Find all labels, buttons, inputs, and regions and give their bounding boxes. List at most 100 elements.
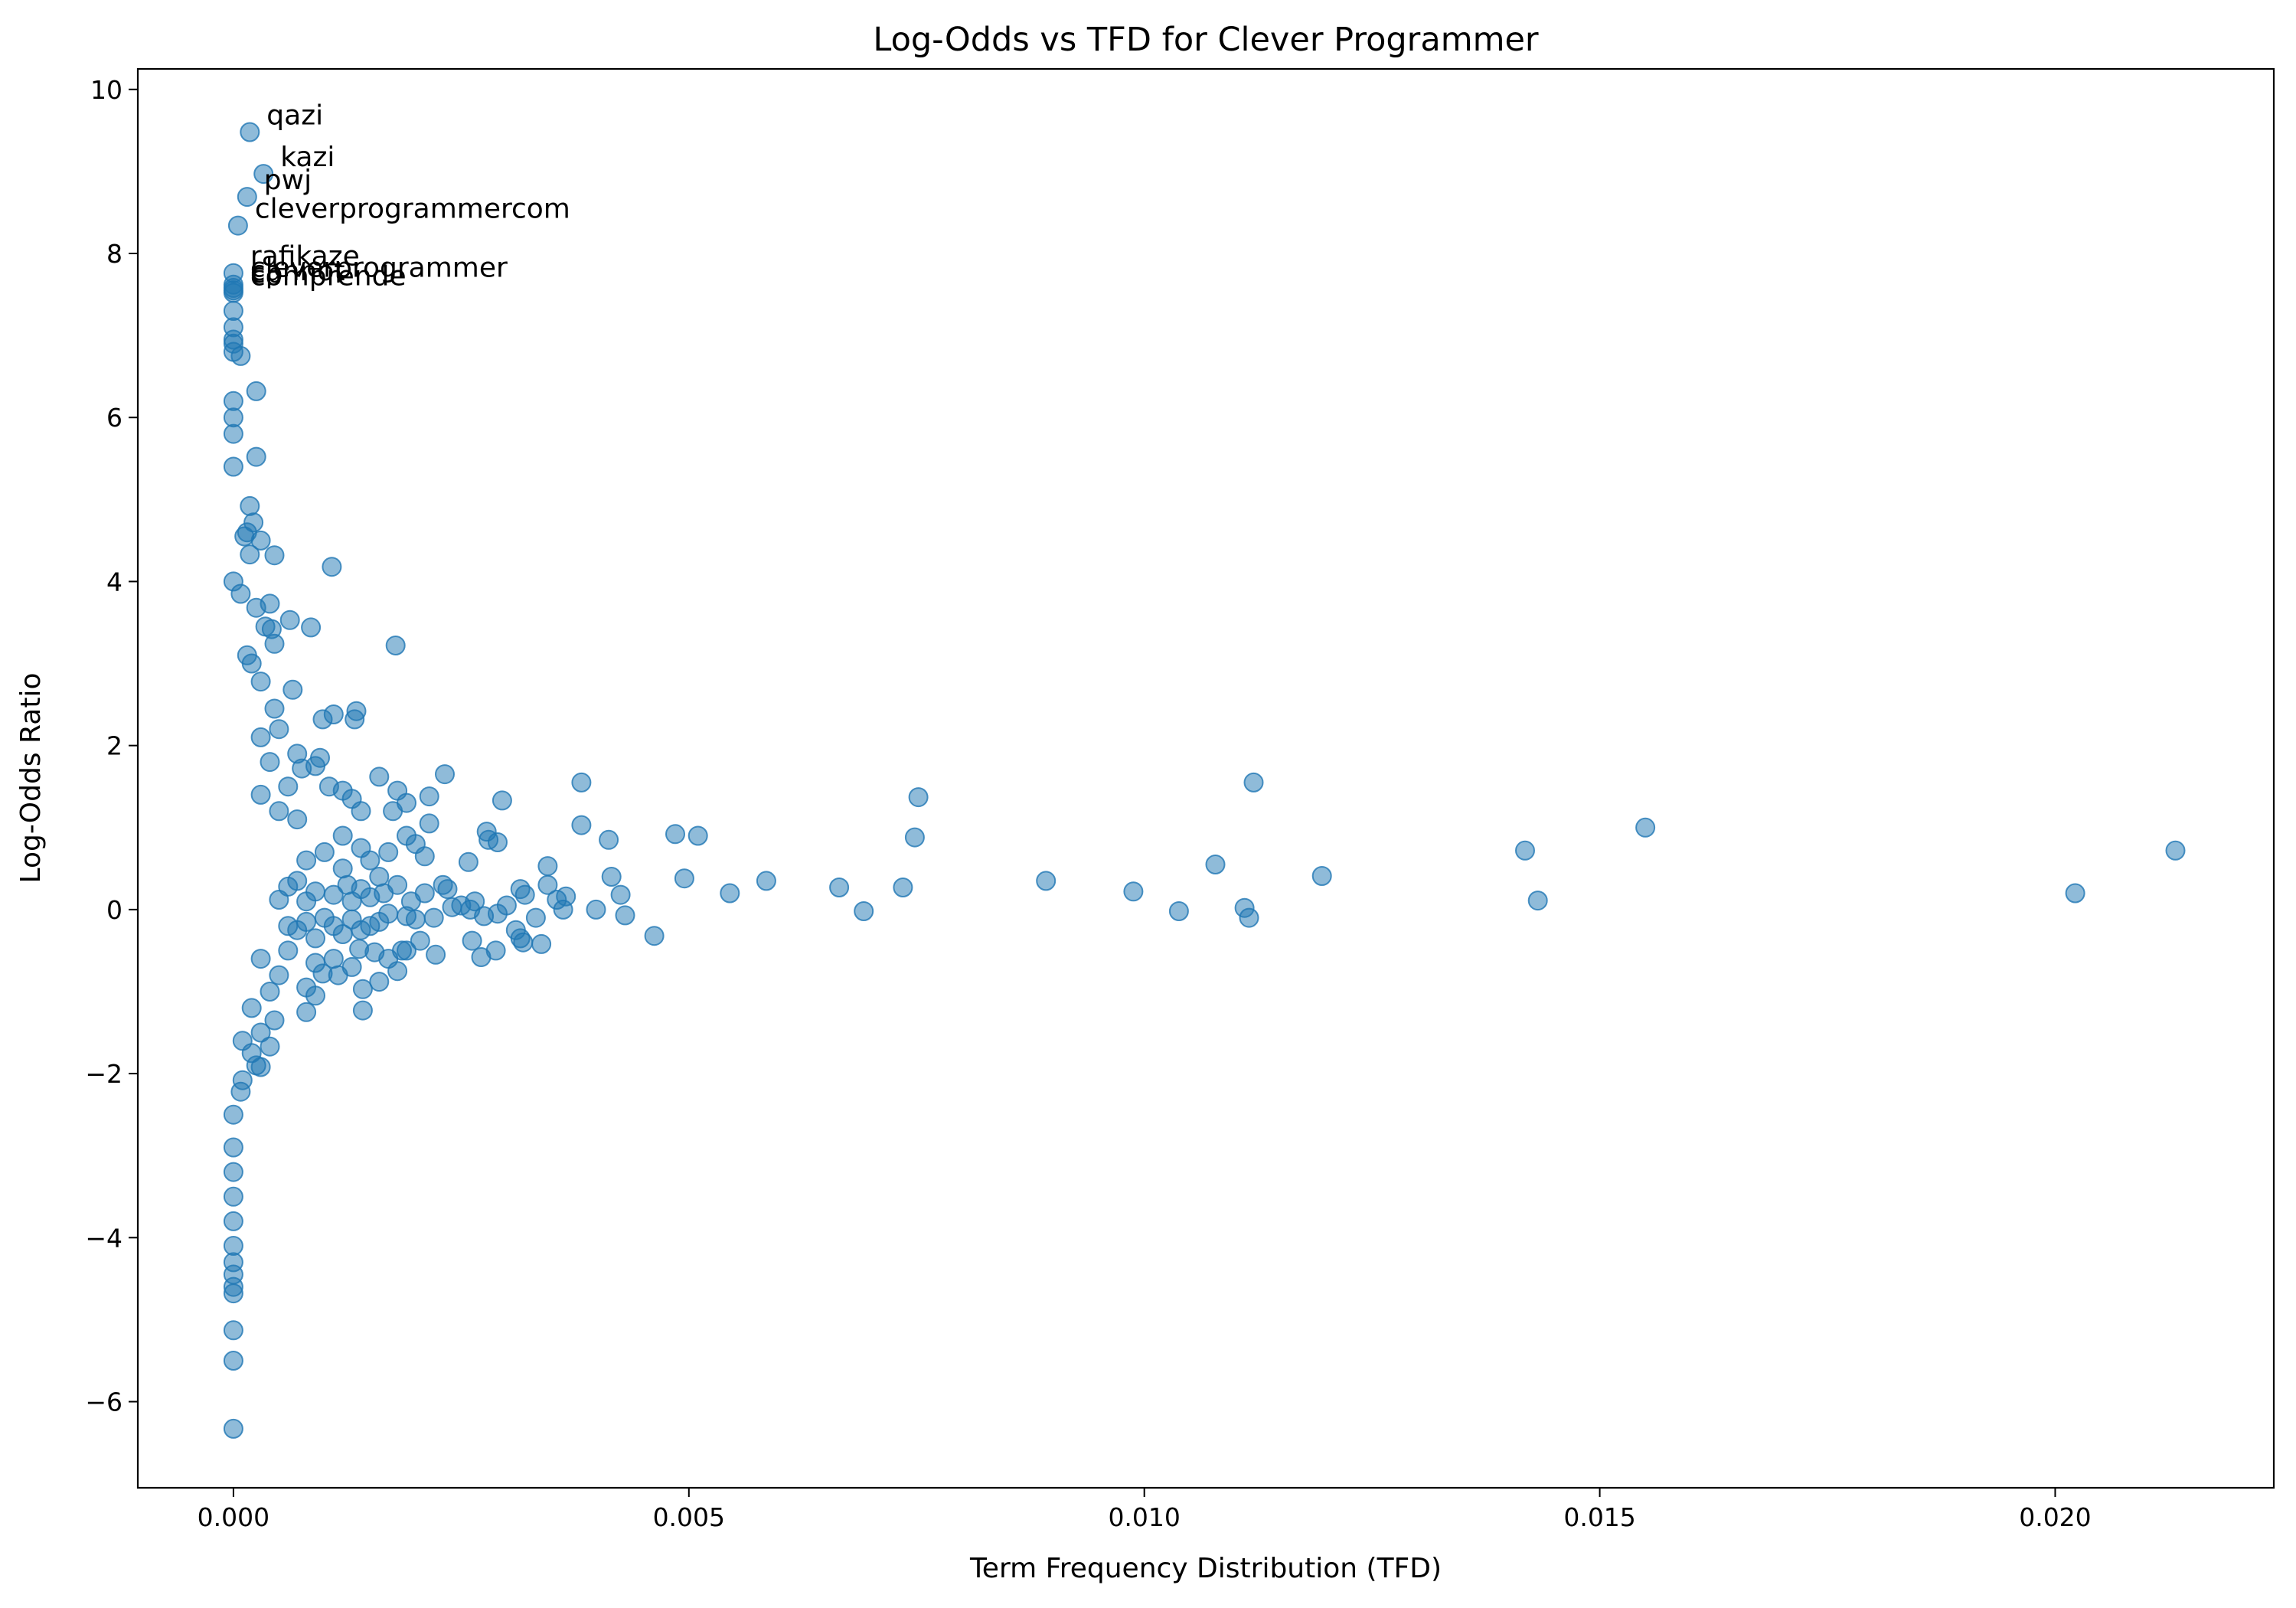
- point-annotation: cleverprogrammer: [250, 253, 508, 284]
- scatter-point: [260, 1036, 280, 1057]
- scatter-point: [223, 456, 243, 477]
- scatter-point: [369, 867, 390, 887]
- scatter-point: [230, 345, 251, 366]
- scatter-point: [442, 897, 462, 917]
- scatter-point: [269, 801, 289, 822]
- y-tick-label: 10: [90, 75, 122, 105]
- scatter-point: [426, 944, 446, 965]
- scatter-point: [345, 709, 365, 730]
- scatter-point: [1527, 891, 1548, 911]
- point-annotation: kazi: [280, 142, 335, 173]
- scatter-point: [1243, 772, 1264, 793]
- scatter-point: [1168, 901, 1189, 921]
- scatter-point: [269, 890, 289, 910]
- scatter-point: [352, 1000, 373, 1021]
- scatter-point: [601, 867, 622, 887]
- scatter-point: [269, 965, 289, 985]
- scatter-point: [537, 874, 558, 895]
- x-axis: 0.000 0.005 0.010 0.015 0.020: [198, 1488, 2092, 1532]
- scatter-point: [301, 617, 322, 638]
- scatter-point: [1123, 881, 1144, 902]
- scatter-point: [458, 851, 478, 872]
- scatter-point: [435, 764, 455, 785]
- scatter-point: [2165, 840, 2186, 861]
- scatter-points: [223, 122, 2186, 1439]
- scatter-point: [410, 930, 430, 951]
- scatter-point: [260, 982, 280, 1002]
- scatter-point: [332, 825, 353, 846]
- scatter-point: [278, 776, 299, 797]
- scatter-point: [232, 1031, 253, 1051]
- scatter-point: [908, 787, 929, 808]
- scatter-point: [223, 1320, 243, 1341]
- scatter-point: [237, 187, 257, 208]
- scatter-point: [250, 530, 271, 551]
- scatter-point: [1036, 871, 1057, 891]
- scatter-point: [269, 719, 289, 740]
- scatter-point: [246, 446, 266, 467]
- scatter-point: [312, 709, 333, 730]
- y-tick-label: 0: [106, 895, 122, 925]
- scatter-point: [1515, 840, 1535, 861]
- scatter-point: [385, 636, 406, 655]
- scatter-point: [323, 949, 344, 969]
- scatter-point: [433, 874, 453, 895]
- scatter-point: [264, 633, 285, 654]
- scatter-point: [687, 825, 708, 846]
- scatter-point: [264, 698, 285, 719]
- scatter-point: [305, 756, 325, 776]
- scatter-point: [423, 907, 444, 928]
- scatter-point: [227, 215, 248, 236]
- scatter-point: [419, 786, 439, 807]
- scatter-point: [250, 727, 271, 747]
- scatter-point: [610, 884, 631, 905]
- scatter-point: [253, 164, 274, 185]
- scatter-point: [322, 557, 342, 577]
- scatter-point: [571, 815, 592, 835]
- scatter-point: [1205, 855, 1226, 874]
- scatter-point: [314, 842, 335, 862]
- plot-frame: [136, 67, 2275, 1489]
- scatter-point: [223, 1186, 243, 1207]
- scatter-point: [341, 956, 362, 977]
- scatter-point: [283, 679, 303, 700]
- scatter-point: [305, 928, 325, 949]
- point-annotation: pwj: [264, 165, 312, 196]
- scatter-point: [279, 610, 300, 630]
- scatter-point: [414, 846, 435, 867]
- scatter-point: [513, 932, 534, 953]
- scatter-point: [264, 1010, 285, 1031]
- y-tick-label: −6: [85, 1387, 122, 1417]
- scatter-point: [240, 495, 260, 516]
- scatter-point: [240, 122, 260, 142]
- scatter-point: [599, 829, 619, 850]
- scatter-point: [397, 940, 416, 961]
- point-annotation: rafikaze: [250, 241, 360, 273]
- scatter-point: [240, 544, 260, 565]
- scatter-point: [246, 381, 266, 401]
- scatter-point: [1311, 866, 1332, 886]
- scatter-point: [756, 871, 776, 891]
- y-tick-label: 4: [106, 567, 122, 596]
- scatter-point: [904, 827, 925, 848]
- scatter-point: [674, 868, 694, 889]
- scatter-point: [488, 832, 508, 852]
- scatter-point: [234, 526, 255, 547]
- point-annotation: comprende: [250, 260, 407, 292]
- scatter-point: [230, 1081, 251, 1102]
- scatter-point: [397, 906, 416, 927]
- y-tick-label: 6: [106, 403, 122, 433]
- point-annotation: cannot: [250, 256, 345, 287]
- x-tick-label: 0.000: [198, 1502, 269, 1532]
- y-tick-label: 2: [106, 731, 122, 761]
- scatter-point: [369, 766, 390, 787]
- scatter-point: [223, 1137, 243, 1158]
- scatter-point: [525, 907, 546, 928]
- scatter-point: [223, 423, 243, 444]
- scatter-point: [341, 909, 362, 930]
- scatter-point: [287, 809, 308, 830]
- scatter-point: [250, 784, 271, 805]
- scatter-point: [537, 856, 558, 877]
